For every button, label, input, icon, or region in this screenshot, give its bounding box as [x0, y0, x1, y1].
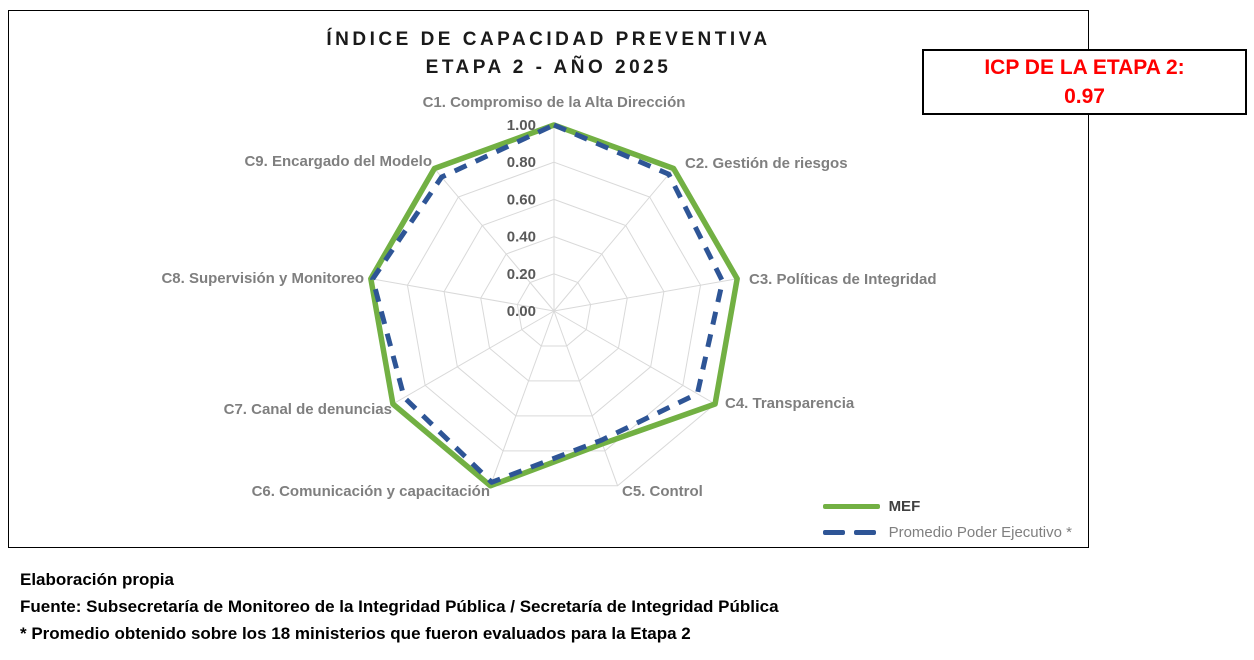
mef-series-line	[368, 122, 740, 489]
radar-spoke	[392, 310, 555, 405]
radar-grid-ring	[443, 198, 665, 417]
radar-category-label: C5. Control	[622, 483, 703, 500]
radar-tick-label: 1.00	[507, 117, 536, 134]
radar-category-label: C8. Supervisión y Monitoreo	[161, 270, 364, 287]
footer-note-elaboracion: Elaboración propia	[20, 570, 174, 589]
legend-item-mef: MEF	[822, 498, 1072, 515]
footer-notes: Elaboración propia Fuente: Subsecretaría…	[20, 566, 779, 647]
icp-score-label: ICP DE LA ETAPA 2:	[984, 56, 1185, 79]
radar-category-label: C4. Transparencia	[725, 395, 855, 412]
icp-score-value: 0.97	[1064, 85, 1105, 108]
radar-spoke	[370, 278, 555, 312]
radar-category-label: C7. Canal de denuncias	[224, 401, 392, 418]
radar-grid-ring	[516, 273, 592, 347]
radar-spoke	[553, 310, 716, 405]
radar-chart-panel: ÍNDICE DE CAPACIDAD PREVENTIVA ETAPA 2 -…	[8, 10, 1089, 548]
legend-item-promedio: Promedio Poder Ejecutivo *	[822, 524, 1072, 541]
radar-category-label: C1. Compromiso de la Alta Dirección	[423, 94, 686, 111]
radar-spoke	[489, 310, 555, 486]
chart-title-line2: ETAPA 2 - AÑO 2025	[425, 57, 672, 78]
radar-grid-ring	[480, 236, 628, 382]
mef-line-swatch	[822, 504, 880, 509]
radar-tick-label: 0.20	[507, 266, 536, 283]
promedio-dashed-swatch	[822, 530, 880, 535]
radar-spoke	[434, 168, 555, 312]
radar-category-label: C9. Encargado del Modelo	[244, 153, 432, 170]
promedio-series-line	[370, 122, 726, 485]
chart-title-line1: ÍNDICE DE CAPACIDAD PREVENTIVA	[326, 29, 771, 50]
radar-svg: 1.00 0.80 0.60 0.40 0.20 0.00 C1. Compromiso d…	[161, 94, 937, 500]
chart-title: ÍNDICE DE CAPACIDAD PREVENTIVA ETAPA 2 -…	[9, 29, 1088, 79]
radar-category-label: C6. Comunicación y capacitación	[252, 483, 490, 500]
radar-tick-label: 0.80	[507, 154, 536, 171]
radar-spoke	[553, 168, 674, 312]
radar-category-label: C3. Políticas de Integridad	[749, 271, 937, 288]
radar-spoke	[553, 310, 619, 486]
footer-note-fuente: Fuente: Subsecretaría de Monitoreo de la…	[20, 597, 779, 616]
radar-grid-ring	[406, 161, 702, 452]
radar-category-label: C2. Gestión de riesgos	[685, 155, 848, 172]
radar-spoke	[553, 278, 738, 312]
chart-legend: MEF Promedio Poder Ejecutivo *	[822, 498, 1072, 541]
radar-tick-label: 0.40	[507, 229, 536, 246]
legend-label-mef: MEF	[888, 498, 921, 515]
radar-tick-label: 0.00	[507, 303, 536, 320]
legend-label-promedio: Promedio Poder Ejecutivo *	[888, 524, 1072, 541]
footer-note-promedio: * Promedio obtenido sobre los 18 ministe…	[20, 624, 691, 643]
radar-tick-label: 0.60	[507, 191, 536, 208]
icp-score-box: ICP DE LA ETAPA 2: 0.97	[922, 49, 1247, 115]
